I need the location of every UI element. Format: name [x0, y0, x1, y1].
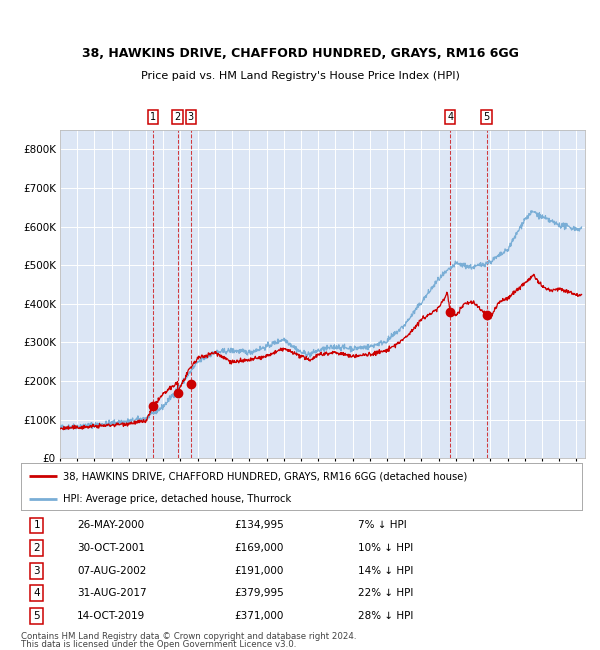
Text: 38, HAWKINS DRIVE, CHAFFORD HUNDRED, GRAYS, RM16 6GG: 38, HAWKINS DRIVE, CHAFFORD HUNDRED, GRA…	[82, 47, 518, 60]
Text: 14% ↓ HPI: 14% ↓ HPI	[358, 566, 413, 576]
Text: Contains HM Land Registry data © Crown copyright and database right 2024.: Contains HM Land Registry data © Crown c…	[21, 632, 356, 641]
Text: 3: 3	[34, 566, 40, 576]
Text: 14-OCT-2019: 14-OCT-2019	[77, 611, 145, 621]
Text: Price paid vs. HM Land Registry's House Price Index (HPI): Price paid vs. HM Land Registry's House …	[140, 72, 460, 81]
Text: HPI: Average price, detached house, Thurrock: HPI: Average price, detached house, Thur…	[63, 495, 292, 504]
Text: 4: 4	[34, 588, 40, 598]
Text: 2: 2	[34, 543, 40, 553]
Text: 38, HAWKINS DRIVE, CHAFFORD HUNDRED, GRAYS, RM16 6GG (detached house): 38, HAWKINS DRIVE, CHAFFORD HUNDRED, GRA…	[63, 471, 467, 481]
Text: £371,000: £371,000	[234, 611, 284, 621]
Text: £191,000: £191,000	[234, 566, 284, 576]
Text: 10% ↓ HPI: 10% ↓ HPI	[358, 543, 413, 553]
Text: 26-MAY-2000: 26-MAY-2000	[77, 521, 144, 530]
Text: 4: 4	[447, 112, 453, 122]
Text: This data is licensed under the Open Government Licence v3.0.: This data is licensed under the Open Gov…	[21, 640, 296, 649]
Text: 5: 5	[34, 611, 40, 621]
Text: 7% ↓ HPI: 7% ↓ HPI	[358, 521, 406, 530]
Text: 07-AUG-2002: 07-AUG-2002	[77, 566, 146, 576]
Text: 1: 1	[34, 521, 40, 530]
Text: 31-AUG-2017: 31-AUG-2017	[77, 588, 147, 598]
Text: 22% ↓ HPI: 22% ↓ HPI	[358, 588, 413, 598]
Text: 30-OCT-2001: 30-OCT-2001	[77, 543, 145, 553]
Text: 28% ↓ HPI: 28% ↓ HPI	[358, 611, 413, 621]
Text: 2: 2	[175, 112, 181, 122]
Text: £134,995: £134,995	[234, 521, 284, 530]
Text: £379,995: £379,995	[234, 588, 284, 598]
Text: 5: 5	[484, 112, 490, 122]
Text: £169,000: £169,000	[234, 543, 284, 553]
Text: 1: 1	[150, 112, 156, 122]
Text: 3: 3	[188, 112, 194, 122]
